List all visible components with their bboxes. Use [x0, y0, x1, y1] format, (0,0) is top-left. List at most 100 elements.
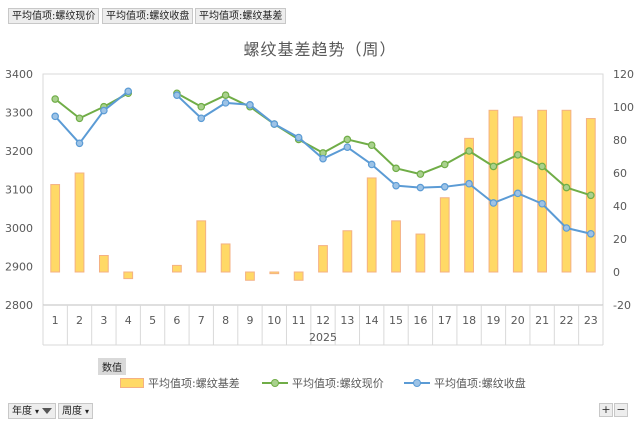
x-tick-label: 13	[340, 314, 354, 327]
bar-basis	[74, 172, 85, 273]
x-tick-label: 10	[267, 314, 281, 327]
x-tick-label: 3	[100, 314, 107, 327]
y-left-tick-label: 3200	[5, 145, 33, 158]
point-close-price	[246, 101, 254, 109]
point-close-price	[416, 183, 425, 192]
x-tick-label: 7	[198, 314, 205, 327]
point-close-price	[343, 143, 352, 151]
bar-basis	[318, 245, 328, 273]
collapse-button[interactable]: −	[614, 403, 628, 417]
series-line-spot-price	[176, 92, 592, 197]
series-line-close-price	[176, 94, 592, 235]
week-filter-button[interactable]: 周度 ▾	[58, 403, 94, 419]
expand-button[interactable]: +	[599, 403, 613, 417]
point-spot-price	[343, 135, 352, 144]
x-tick-label: 18	[462, 314, 476, 327]
legend-label-spot-price: 平均值项:螺纹现价	[292, 377, 384, 390]
x-tick-label: 15	[389, 314, 403, 327]
point-close-price	[392, 181, 400, 190]
series-line-close-price	[54, 90, 129, 145]
y-left-tick-label: 3000	[5, 222, 33, 235]
bar-basis	[269, 271, 280, 275]
values-field-tag[interactable]: 数值	[98, 358, 126, 375]
point-close-price	[562, 224, 571, 232]
x-tick-label: 8	[222, 314, 229, 327]
point-close-price	[51, 112, 59, 121]
point-close-price	[221, 99, 230, 107]
y-left-tick-label: 2900	[5, 261, 33, 274]
x-tick-label: 12	[316, 314, 330, 327]
point-close-price	[124, 87, 133, 96]
y-right-tick-label: -20	[613, 299, 631, 312]
x-tick-label: 16	[413, 314, 427, 327]
bar-basis	[50, 184, 61, 273]
point-close-price	[587, 229, 595, 238]
x-tick-label: 17	[438, 314, 452, 327]
point-spot-price	[465, 147, 473, 155]
point-close-price	[489, 199, 498, 207]
bar-basis	[391, 220, 401, 273]
bar-basis	[293, 271, 304, 281]
y-left-tick-label: 2800	[5, 299, 33, 312]
chart-title: 螺纹基差趋势（周）	[243, 40, 397, 59]
field-button-close-price[interactable]: 平均值项:螺纹收盘	[102, 8, 194, 24]
chevron-down-icon: ▾	[35, 406, 40, 416]
point-spot-price	[221, 91, 230, 99]
bar-basis	[245, 271, 255, 281]
point-close-price	[294, 133, 303, 142]
field-button-spot-price[interactable]: 平均值项:螺纹现价	[8, 8, 100, 24]
field-button-basis[interactable]: 平均值项:螺纹基差	[195, 8, 287, 24]
x-tick-label: 11	[292, 314, 306, 327]
point-close-price	[100, 106, 108, 115]
point-spot-price	[587, 191, 595, 200]
x-tick-label: 19	[486, 314, 500, 327]
point-spot-price	[489, 162, 498, 171]
week-filter-label: 周度	[62, 405, 82, 417]
y-right-tick-label: 60	[613, 167, 627, 180]
legend-item-spot-price: 平均值项:螺纹现价	[262, 375, 384, 391]
point-close-price	[197, 114, 206, 123]
y-right-tick-label: 40	[613, 200, 627, 213]
chevron-down-icon: ▾	[85, 406, 90, 416]
point-spot-price	[513, 151, 522, 159]
point-spot-price	[75, 114, 84, 123]
bar-basis	[464, 137, 474, 273]
legend-item-basis: 平均值项:螺纹基差	[120, 375, 240, 391]
legend-label-basis: 平均值项:螺纹基差	[148, 377, 240, 390]
point-close-price	[75, 139, 84, 148]
x-tick-label: 22	[559, 314, 573, 327]
point-spot-price	[416, 170, 425, 178]
bar-basis	[342, 230, 353, 273]
point-close-price	[440, 183, 449, 191]
point-spot-price	[367, 141, 376, 150]
point-close-price	[319, 154, 327, 163]
x-tick-label: 6	[173, 314, 180, 327]
y-left-tick-label: 3100	[5, 184, 33, 197]
y-left-tick-label: 3400	[5, 68, 33, 81]
bar-basis	[172, 264, 182, 273]
point-spot-price	[562, 183, 571, 192]
y-right-tick-label: 20	[613, 233, 627, 246]
point-close-price	[465, 179, 473, 188]
point-spot-price	[392, 164, 400, 173]
legend-swatch-close-price	[404, 378, 430, 388]
bar-basis	[439, 197, 450, 273]
y-right-tick-label: 120	[613, 68, 634, 81]
funnel-icon	[42, 408, 53, 414]
x-group-label: 2025	[309, 331, 337, 344]
x-tick-label: 2	[76, 314, 83, 327]
bar-basis	[196, 220, 207, 273]
x-tick-label: 9	[246, 314, 253, 327]
legend-swatch-basis	[120, 378, 144, 388]
point-spot-price	[51, 95, 59, 103]
year-filter-button[interactable]: 年度 ▾	[8, 403, 57, 419]
legend-label-close-price: 平均值项:螺纹收盘	[434, 377, 526, 390]
point-close-price	[367, 160, 376, 169]
point-spot-price	[538, 162, 546, 171]
bar-basis	[488, 109, 499, 273]
bar-basis	[98, 255, 109, 273]
x-tick-label: 4	[125, 314, 132, 327]
point-close-price	[173, 91, 181, 99]
series-line-spot-price	[54, 92, 129, 120]
